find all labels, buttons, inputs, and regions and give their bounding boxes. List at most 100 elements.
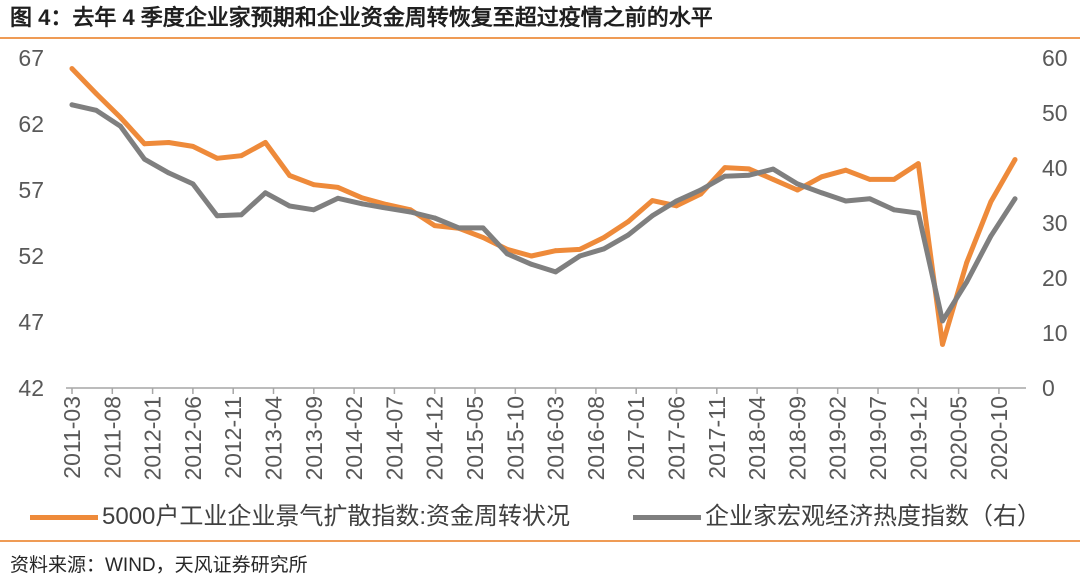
data-point-funds-turnover: [335, 185, 341, 190]
series-line-macro-heat-index: [69, 102, 1018, 324]
legend-label-macro-heat-index: 企业家宏观经济热度指数（右）: [705, 503, 1041, 530]
data-point-macro-heat-index: [432, 215, 438, 221]
data-point-macro-heat-index: [770, 166, 776, 172]
data-point-funds-turnover: [118, 115, 123, 120]
data-point-funds-turnover: [311, 182, 317, 188]
data-point-funds-turnover: [69, 66, 75, 71]
data-point-funds-turnover: [601, 235, 607, 240]
x-tick-label: 2016-03: [543, 396, 569, 480]
x-tick-label: 2019-02: [825, 396, 851, 480]
x-axis: 2011-03 2011-08 2012-01 2012-06 2012-11 2013-…: [59, 387, 1026, 481]
data-point-funds-turnover: [577, 247, 583, 252]
data-point-macro-heat-index: [408, 209, 413, 215]
title-divider: [0, 37, 1080, 39]
x-tick-label: 2014-12: [422, 396, 448, 480]
x-tick-label: 2012-06: [180, 396, 206, 480]
data-point-macro-heat-index: [746, 172, 752, 178]
data-point-macro-heat-index: [1012, 196, 1018, 202]
data-point-macro-heat-index: [69, 102, 75, 108]
left-y-tick-label: 57: [18, 177, 44, 203]
x-tick-label: 2015-05: [462, 396, 488, 480]
left-y-tick-label: 62: [18, 111, 44, 137]
data-point-macro-heat-index: [529, 261, 534, 267]
legend-swatch-grey-line: [633, 514, 701, 520]
data-point-macro-heat-index: [118, 123, 123, 129]
data-point-funds-turnover: [238, 153, 244, 159]
data-point-macro-heat-index: [891, 207, 897, 213]
data-point-funds-turnover: [625, 219, 631, 225]
data-point-funds-turnover: [915, 161, 921, 167]
data-point-funds-turnover: [770, 177, 776, 182]
data-point-macro-heat-index: [335, 195, 341, 201]
legend-label-funds-turnover: 5000户工业企业景气扩散指数:资金周转状况: [102, 503, 571, 530]
data-point-macro-heat-index: [819, 190, 824, 196]
data-point-macro-heat-index: [625, 232, 631, 238]
right-y-tick-label: 0: [1042, 375, 1055, 401]
data-point-macro-heat-index: [480, 225, 486, 231]
x-tick-label: 2017-11: [704, 396, 730, 479]
data-point-funds-turnover: [649, 198, 655, 204]
series-line-funds-turnover: [69, 66, 1018, 347]
legend-swatch-orange-line: [30, 514, 98, 520]
data-point-funds-turnover: [432, 223, 438, 229]
data-point-funds-turnover: [287, 173, 292, 178]
x-tick-label: 2014-07: [381, 396, 407, 480]
data-point-macro-heat-index: [722, 173, 728, 179]
data-point-funds-turnover: [867, 177, 873, 182]
right-y-tick-label: 40: [1042, 155, 1068, 181]
x-tick-label: 2011-08: [99, 396, 125, 479]
data-point-macro-heat-index: [674, 198, 679, 204]
data-point-macro-heat-index: [601, 246, 607, 252]
x-tick-label: 2018-04: [744, 396, 770, 481]
data-point-funds-turnover: [214, 155, 220, 161]
data-point-funds-turnover: [746, 166, 752, 172]
data-point-macro-heat-index: [867, 196, 873, 202]
right-y-tick-label: 50: [1042, 100, 1068, 126]
x-tick-label: 2018-09: [784, 396, 810, 480]
data-point-funds-turnover: [964, 260, 970, 265]
data-point-funds-turnover: [795, 187, 800, 193]
source-note: 资料来源：WIND，天风证券研究所: [10, 555, 308, 576]
x-tick-label: 2019-07: [865, 396, 891, 480]
legend-item-funds-turnover: 5000户工业企业景气扩散指数:资金周转状况: [30, 500, 570, 534]
x-tick-label: 2017-01: [623, 396, 649, 480]
data-point-macro-heat-index: [795, 181, 800, 187]
data-point-macro-heat-index: [940, 318, 945, 324]
x-tick-label: 2012-11: [220, 396, 246, 479]
left-y-axis-labels: 42 47 52 57 62 67: [18, 45, 44, 401]
data-point-funds-turnover: [1012, 157, 1018, 163]
x-tick-label: 2016-08: [583, 396, 609, 480]
data-point-macro-heat-index: [166, 170, 172, 176]
data-point-macro-heat-index: [456, 225, 462, 231]
dual-axis-line-chart: 2011-03 2011-08 2012-01 2012-06 2012-11 2013-…: [18, 45, 1068, 481]
right-y-tick-label: 60: [1042, 45, 1068, 71]
source-divider: [0, 540, 1080, 542]
data-point-funds-turnover: [480, 235, 486, 240]
data-point-funds-turnover: [142, 141, 147, 147]
data-point-macro-heat-index: [359, 201, 365, 207]
x-tick-label: 2017-06: [664, 396, 690, 480]
left-y-tick-label: 67: [18, 45, 44, 71]
x-tick-label: 2015-10: [502, 396, 528, 480]
data-point-macro-heat-index: [311, 207, 317, 213]
data-point-funds-turnover: [819, 174, 824, 180]
left-y-tick-label: 52: [18, 243, 44, 269]
left-y-tick-label: 47: [18, 309, 44, 335]
x-tick-label: 2020-05: [946, 396, 972, 480]
x-tick-label: 2013-04: [261, 396, 287, 481]
data-point-funds-turnover: [722, 165, 728, 171]
data-point-funds-turnover: [190, 144, 196, 149]
data-point-macro-heat-index: [964, 279, 970, 285]
data-point-macro-heat-index: [142, 156, 147, 162]
data-point-macro-heat-index: [93, 107, 99, 113]
figure-title: 图 4：去年 4 季度企业家预期和企业资金周转恢复至超过疫情之前的水平: [10, 5, 713, 30]
data-point-macro-heat-index: [383, 205, 389, 211]
left-y-tick-label: 42: [18, 375, 44, 401]
right-y-tick-label: 20: [1042, 265, 1068, 291]
right-y-tick-label: 30: [1042, 210, 1068, 236]
data-point-funds-turnover: [93, 91, 99, 96]
x-tick-label: 2019-12: [905, 396, 931, 480]
data-point-macro-heat-index: [577, 253, 583, 259]
data-point-macro-heat-index: [238, 212, 244, 218]
data-point-macro-heat-index: [649, 213, 655, 219]
